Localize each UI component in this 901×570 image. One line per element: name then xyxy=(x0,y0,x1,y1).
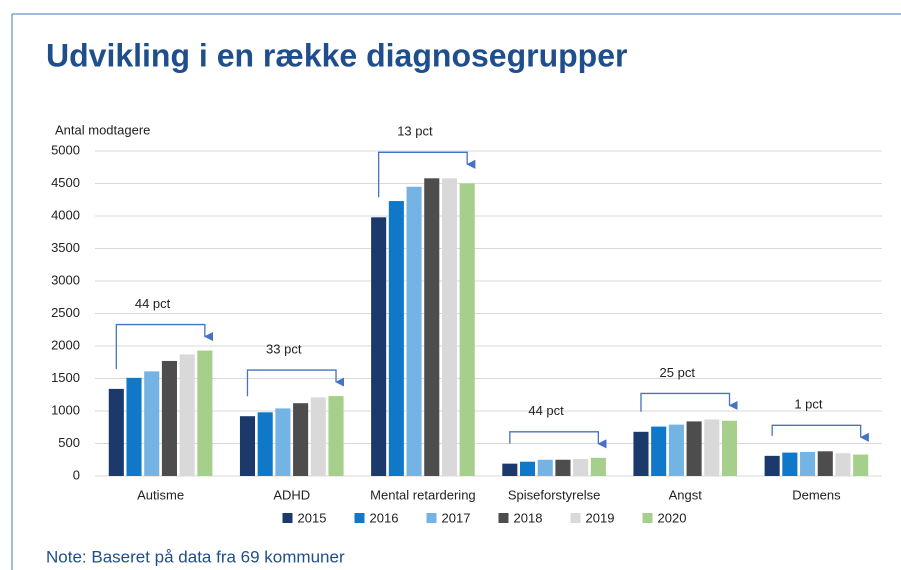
annotation: 1 pct xyxy=(794,397,823,412)
bar xyxy=(573,459,589,476)
y-axis-label: Antal modtagere xyxy=(55,122,150,137)
x-tick-label: Angst xyxy=(669,487,703,502)
bar xyxy=(782,452,798,476)
annotation-bracket xyxy=(640,392,738,412)
bar xyxy=(161,360,177,476)
bar xyxy=(179,354,195,476)
bar xyxy=(388,201,404,477)
legend-label: 2019 xyxy=(586,510,615,525)
bar xyxy=(144,371,160,476)
bar xyxy=(502,463,518,476)
annotation-bracket xyxy=(771,424,869,442)
x-tick-label: Mental retardering xyxy=(370,487,476,502)
y-tick-label: 0 xyxy=(73,467,80,482)
bar xyxy=(257,412,273,476)
bar xyxy=(239,416,256,476)
bar xyxy=(441,178,458,477)
y-tick-label: 1000 xyxy=(51,402,80,417)
bar xyxy=(651,426,667,476)
legend-swatch xyxy=(282,513,293,523)
legend-label: 2017 xyxy=(442,510,471,525)
annotation-bracket xyxy=(115,323,214,369)
bar xyxy=(633,431,649,476)
bar xyxy=(817,451,833,476)
bar xyxy=(537,459,553,476)
bar xyxy=(108,388,124,476)
note: Note: Baseret på data fra 69 kommuner xyxy=(46,547,345,566)
annotation: 33 pct xyxy=(266,341,302,356)
bar xyxy=(424,178,440,477)
bar xyxy=(704,419,720,476)
annotation-bracket xyxy=(509,431,607,449)
legend-label: 2015 xyxy=(298,510,327,525)
annotation-bracket xyxy=(246,369,345,397)
bar xyxy=(310,397,326,476)
bar xyxy=(686,421,702,476)
annotation: 13 pct xyxy=(397,124,433,139)
bar xyxy=(126,377,142,476)
y-tick-label: 3500 xyxy=(51,240,80,255)
bar xyxy=(406,186,422,476)
bar xyxy=(555,459,571,476)
y-tick-label: 4500 xyxy=(51,175,80,190)
y-tick-label: 1500 xyxy=(51,370,80,385)
y-tick-label: 2000 xyxy=(51,337,80,352)
bar xyxy=(764,455,780,476)
x-tick-label: Autisme xyxy=(137,487,184,502)
annotation: 44 pct xyxy=(528,403,564,418)
bar xyxy=(293,403,309,476)
legend-swatch xyxy=(570,513,581,523)
legend-swatch xyxy=(354,513,365,523)
bar xyxy=(275,408,291,476)
bar xyxy=(197,350,213,476)
bar xyxy=(328,396,344,476)
y-tick-label: 2500 xyxy=(51,305,80,320)
x-tick-label: ADHD xyxy=(273,487,310,502)
legend-swatch xyxy=(426,513,437,523)
annotation-bracket xyxy=(377,151,476,198)
y-tick-label: 5000 xyxy=(51,142,80,157)
bar xyxy=(800,451,816,476)
y-tick-label: 3000 xyxy=(51,272,80,287)
chart-title: Udvikling i en række diagnosegrupper xyxy=(46,37,627,73)
annotation: 25 pct xyxy=(660,365,696,380)
bar xyxy=(459,183,475,476)
bar xyxy=(519,461,536,476)
bar xyxy=(668,424,684,476)
annotation: 44 pct xyxy=(135,296,171,311)
x-tick-label: Spiseforstyrelse xyxy=(508,487,600,502)
bar xyxy=(853,454,869,476)
y-tick-label: 500 xyxy=(58,435,80,450)
bar xyxy=(371,217,387,477)
legend-label: 2016 xyxy=(370,510,399,525)
bar xyxy=(590,457,606,476)
x-tick-label: Demens xyxy=(792,487,841,502)
bar xyxy=(835,453,851,476)
y-tick-label: 4000 xyxy=(51,207,80,222)
legend-label: 2018 xyxy=(514,510,543,525)
legend-swatch xyxy=(498,513,509,523)
bar xyxy=(721,420,738,476)
legend-label: 2020 xyxy=(658,510,687,525)
legend-swatch xyxy=(642,513,653,523)
